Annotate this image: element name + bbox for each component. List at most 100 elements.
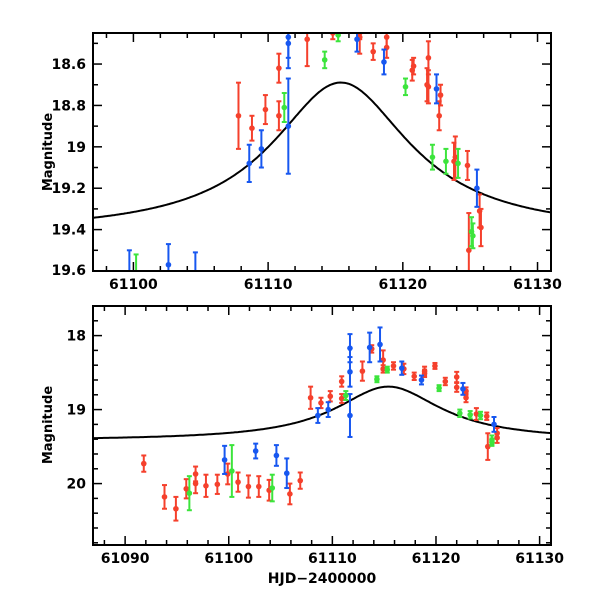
data-point: [436, 100, 442, 132]
x-tick-label: 61130: [513, 277, 562, 293]
data-marker: [262, 106, 269, 113]
data-marker: [470, 233, 476, 239]
data-marker: [327, 393, 334, 400]
data-point: [258, 129, 265, 169]
data-point: [214, 473, 221, 495]
series-green: [186, 365, 495, 512]
data-marker: [283, 470, 290, 477]
data-marker: [432, 363, 438, 369]
y-tick-label: 19.4: [51, 223, 86, 239]
model-curve: [93, 81, 551, 219]
data-marker: [347, 345, 353, 351]
data-marker: [214, 481, 221, 488]
data-point: [377, 326, 383, 363]
data-marker: [484, 443, 491, 450]
data-point: [307, 385, 314, 410]
data-marker: [203, 483, 209, 489]
data-marker: [453, 374, 460, 380]
y-tick-label: 19: [67, 140, 86, 156]
data-marker: [252, 448, 259, 454]
data-point: [484, 432, 491, 461]
data-point: [429, 143, 436, 171]
x-axis-label: HJD−2400000: [268, 571, 377, 587]
data-marker: [321, 57, 328, 63]
data-marker: [140, 460, 147, 467]
data-marker: [192, 480, 199, 487]
top-panel: 61100 61110 61120 61130 18.6 18.8 19 19.2 19.4 19…: [51, 32, 562, 293]
data-marker: [307, 394, 314, 401]
data-marker: [249, 125, 255, 131]
data-point: [467, 410, 473, 420]
data-marker: [304, 36, 310, 43]
data-marker: [437, 92, 444, 98]
data-marker: [377, 341, 383, 348]
data-point: [443, 147, 449, 175]
data-point: [276, 100, 282, 132]
y-tick-label: 18.8: [51, 98, 86, 114]
data-point: [466, 212, 472, 271]
bottom-panel: 61090 61100 61110 61120 61130 18 19 20: [67, 305, 564, 567]
data-marker: [173, 505, 179, 512]
data-point: [494, 431, 500, 444]
data-point: [287, 482, 293, 506]
data-point: [321, 50, 328, 70]
data-point: [165, 243, 172, 271]
data-marker: [224, 471, 231, 477]
data-marker: [429, 154, 436, 160]
data-marker: [443, 158, 449, 165]
y-tick-label: 18: [67, 329, 86, 345]
data-marker: [343, 392, 349, 399]
data-point: [411, 371, 418, 381]
data-point: [464, 149, 471, 181]
data-marker: [478, 224, 484, 231]
data-point: [354, 33, 360, 53]
x-tick-label: 61130: [515, 551, 564, 567]
data-point: [327, 390, 334, 403]
data-marker: [354, 36, 360, 43]
data-point: [126, 249, 132, 271]
data-marker: [297, 477, 304, 484]
data-point: [245, 474, 252, 499]
data-marker: [402, 84, 409, 90]
data-point: [425, 40, 432, 76]
y-tick-label: 18.6: [51, 57, 86, 73]
series-green: [133, 33, 476, 271]
data-point: [192, 472, 199, 495]
data-marker: [483, 413, 490, 420]
data-point: [229, 444, 235, 498]
data-point: [224, 462, 231, 486]
data-point: [410, 56, 417, 76]
y-tick-label: 19.2: [51, 181, 86, 197]
data-marker: [287, 491, 293, 497]
data-marker: [411, 373, 418, 380]
data-point: [133, 253, 139, 271]
data-point: [463, 392, 469, 404]
y-tick-label: 19: [67, 403, 86, 419]
data-marker: [285, 40, 292, 47]
data-point: [325, 401, 332, 418]
data-point: [221, 444, 228, 475]
data-point: [455, 147, 461, 179]
series-red: [235, 33, 484, 271]
bottom-y-axis-label: Magnitude: [41, 386, 56, 465]
y-axis: 18 19 20: [67, 305, 551, 544]
data-marker: [366, 344, 373, 351]
y-tick-label: 20: [67, 477, 87, 493]
data-point: [269, 473, 276, 503]
data-point: [359, 360, 366, 382]
data-marker: [381, 59, 387, 65]
data-point: [418, 374, 425, 386]
data-point: [370, 42, 376, 61]
data-marker: [425, 55, 432, 61]
data-marker: [467, 411, 473, 418]
data-point: [192, 251, 198, 271]
data-point: [478, 207, 484, 248]
data-marker: [425, 84, 432, 90]
data-point: [470, 222, 476, 250]
data-marker: [285, 123, 292, 129]
data-point: [285, 33, 292, 70]
data-marker: [325, 406, 332, 413]
data-point: [343, 390, 349, 401]
data-marker: [457, 410, 463, 417]
